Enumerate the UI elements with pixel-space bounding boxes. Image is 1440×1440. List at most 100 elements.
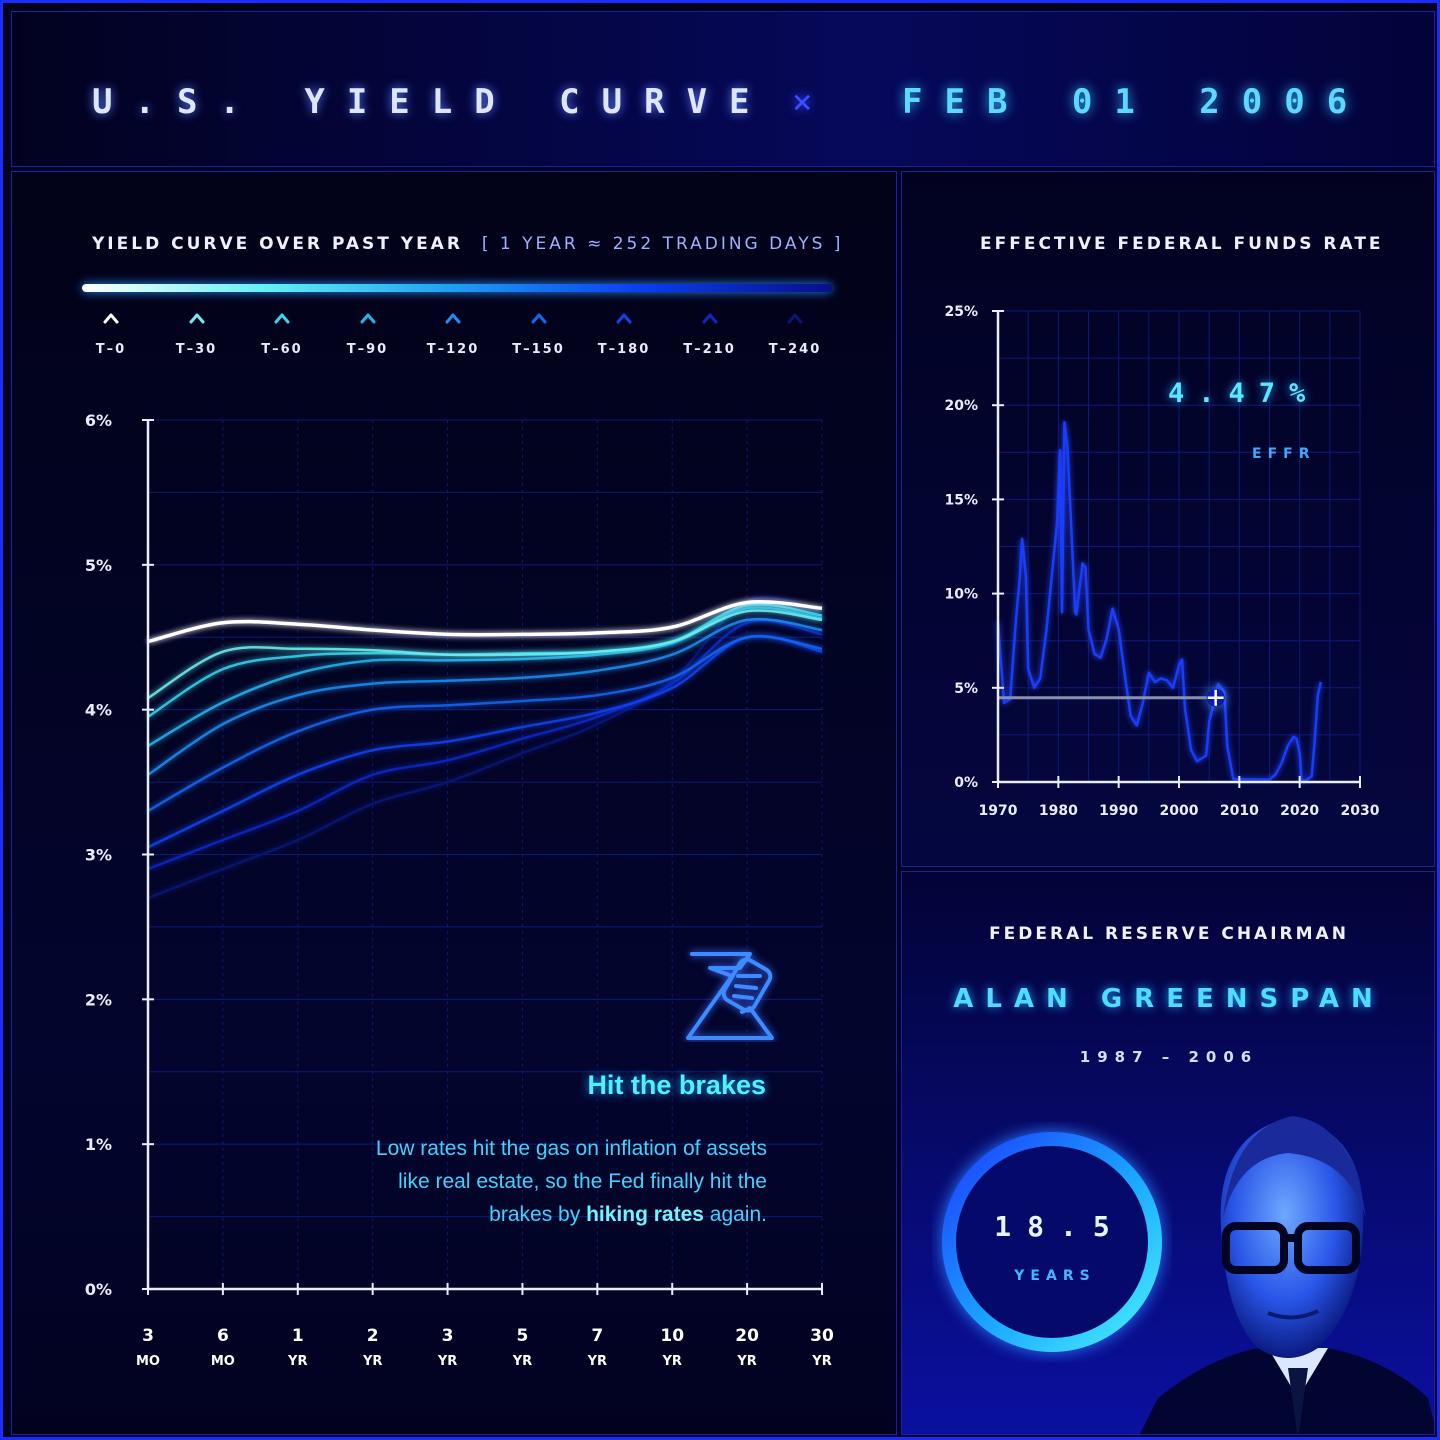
chairman-panel: FEDERAL RESERVE CHAIRMAN ALAN GREENSPAN … <box>901 871 1435 1435</box>
yield-series-line <box>147 635 823 813</box>
y-tick-label: 6% <box>85 411 112 430</box>
x-tick-unit: MO <box>136 1354 160 1369</box>
yield-series-line <box>147 600 823 644</box>
legend-label: T–180 <box>597 342 651 357</box>
tenure-value: 18.5 <box>994 1210 1126 1243</box>
page-title: U.S. YIELD CURVE <box>92 82 772 122</box>
caret-up-icon <box>445 313 461 324</box>
callout-body-text: Low rates hit the gas on inflation of as… <box>375 1137 767 1226</box>
x-tick-unit: MO <box>211 1354 235 1369</box>
y-tick-label: 3% <box>85 846 112 865</box>
x-tick-unit: YR <box>662 1354 682 1369</box>
x-tick-label: 2010 <box>1220 803 1259 819</box>
legend-item: T–180 <box>584 312 664 357</box>
x-tick-unit: YR <box>736 1354 756 1369</box>
y-tick-label: 10% <box>944 587 978 603</box>
x-tick-unit: YR <box>811 1354 831 1369</box>
x-tick-label: 10 <box>660 1326 684 1346</box>
caret-up-icon <box>787 313 803 324</box>
effr-heading: EFFECTIVE FEDERAL FUNDS RATE <box>980 234 1384 254</box>
y-tick-label: 1% <box>85 1135 112 1154</box>
yield-series-line <box>147 609 823 700</box>
callout-body: Low rates hit the gas on inflation of as… <box>372 1132 767 1231</box>
y-tick-label: 5% <box>85 556 112 575</box>
legend-label: T–0 <box>95 342 127 357</box>
x-tick-unit: YR <box>362 1354 382 1369</box>
legend-item: T–120 <box>413 312 493 357</box>
chair-name: ALAN GREENSPAN <box>953 984 1385 1014</box>
effr-series-line <box>996 420 1323 782</box>
caret-up-icon <box>274 313 290 324</box>
x-tick-label: 2030 <box>1341 803 1380 819</box>
x-tick-unit: YR <box>512 1354 532 1369</box>
yield-series-line <box>147 617 823 776</box>
title-date: FEB 01 2006 <box>902 82 1370 122</box>
tenure-unit: YEARS <box>1014 1268 1096 1284</box>
x-tick-unit: YR <box>437 1354 457 1369</box>
caret-up-icon <box>702 313 717 324</box>
title-panel: U.S. YIELD CURVE × FEB 01 2006 <box>11 11 1435 167</box>
x-tick-label: 2000 <box>1160 803 1199 819</box>
chair-heading: FEDERAL RESERVE CHAIRMAN <box>989 924 1349 944</box>
x-tick-label: 1970 <box>979 803 1018 819</box>
effr-value-label: EFFR <box>1252 446 1316 462</box>
title-separator: × <box>792 82 835 122</box>
legend-item: T–60 <box>242 312 322 357</box>
caret-up-icon <box>616 313 632 324</box>
caret-up-icon <box>103 313 119 324</box>
x-tick-label: 6 <box>217 1326 229 1346</box>
legend-label: T–210 <box>683 342 736 357</box>
y-tick-label: 4% <box>85 701 112 720</box>
yield-series-line <box>147 619 823 871</box>
tenure-ring <box>942 1132 1162 1352</box>
y-tick-label: 20% <box>944 398 978 414</box>
legend-label: T–120 <box>426 342 480 357</box>
effr-chart: 0% 5% 10% 15% 20% 25% 1970 1980 1990 2000 2010 2020… <box>944 304 1380 819</box>
x-tick-label: 1990 <box>1099 803 1138 819</box>
y-tick-label: 5% <box>954 681 978 697</box>
callout-title: Hit the brakes <box>587 1070 766 1100</box>
legend-item: T–210 <box>670 312 750 357</box>
y-tick-label: 15% <box>944 492 978 508</box>
y-tick-label: 2% <box>85 990 112 1009</box>
x-tick-label: 5 <box>517 1326 529 1346</box>
chairman-portrait <box>1140 1116 1434 1434</box>
yield-heading: YIELD CURVE OVER PAST YEAR [ 1 YEAR ≈ 25… <box>92 234 843 254</box>
yield-series-line <box>147 596 823 900</box>
x-tick-unit: YR <box>287 1354 307 1369</box>
caret-up-icon <box>360 313 375 324</box>
x-tick-unit: YR <box>587 1354 607 1369</box>
legend-label: T–240 <box>768 342 822 357</box>
callout-body-end: again. <box>703 1203 767 1226</box>
chair-term: 1987 – 2006 <box>1079 1048 1259 1066</box>
caret-up-icon <box>531 313 546 324</box>
effr-value: 4.47% <box>1168 378 1320 409</box>
x-tick-label: 1 <box>292 1326 304 1346</box>
legend-label: T–90 <box>346 342 389 357</box>
y-tick-label: 0% <box>954 775 978 791</box>
yield-heading-title: YIELD CURVE OVER PAST YEAR <box>92 234 463 254</box>
x-tick-label: 3 <box>442 1326 454 1346</box>
x-tick-label: 3 <box>142 1326 154 1346</box>
x-tick-label: 20 <box>735 1326 759 1346</box>
yield-curve-chart: 0% 1% 2% 3% 4% 5% 6% 3 MO 6 MO 1 YR 2 YR 3 YR 5 YR 7 YR 10 YR 2… <box>85 411 834 1369</box>
legend-gradient-bar <box>82 284 832 292</box>
x-tick-label: 2020 <box>1280 803 1319 819</box>
x-tick-label: 30 <box>810 1326 834 1346</box>
legend-item: T–150 <box>499 312 579 357</box>
x-tick-label: 2 <box>367 1326 379 1346</box>
y-tick-label: 0% <box>85 1280 112 1299</box>
x-tick-label: 1980 <box>1039 803 1078 819</box>
effr-panel: EFFECTIVE FEDERAL FUNDS RATE 0% 5% 10% 15% 2… <box>901 171 1435 867</box>
caret-up-icon <box>189 313 204 324</box>
legend-item: T–240 <box>755 312 835 357</box>
legend-label: T–30 <box>175 342 218 357</box>
y-tick-label: 25% <box>944 304 978 320</box>
yield-series-line <box>147 634 823 849</box>
legend-label: T–60 <box>261 342 303 357</box>
legend-item: T–0 <box>71 312 151 357</box>
x-tick-label: 7 <box>591 1326 603 1346</box>
legend-item: T–90 <box>328 312 408 357</box>
legend-label: T–150 <box>512 342 565 357</box>
